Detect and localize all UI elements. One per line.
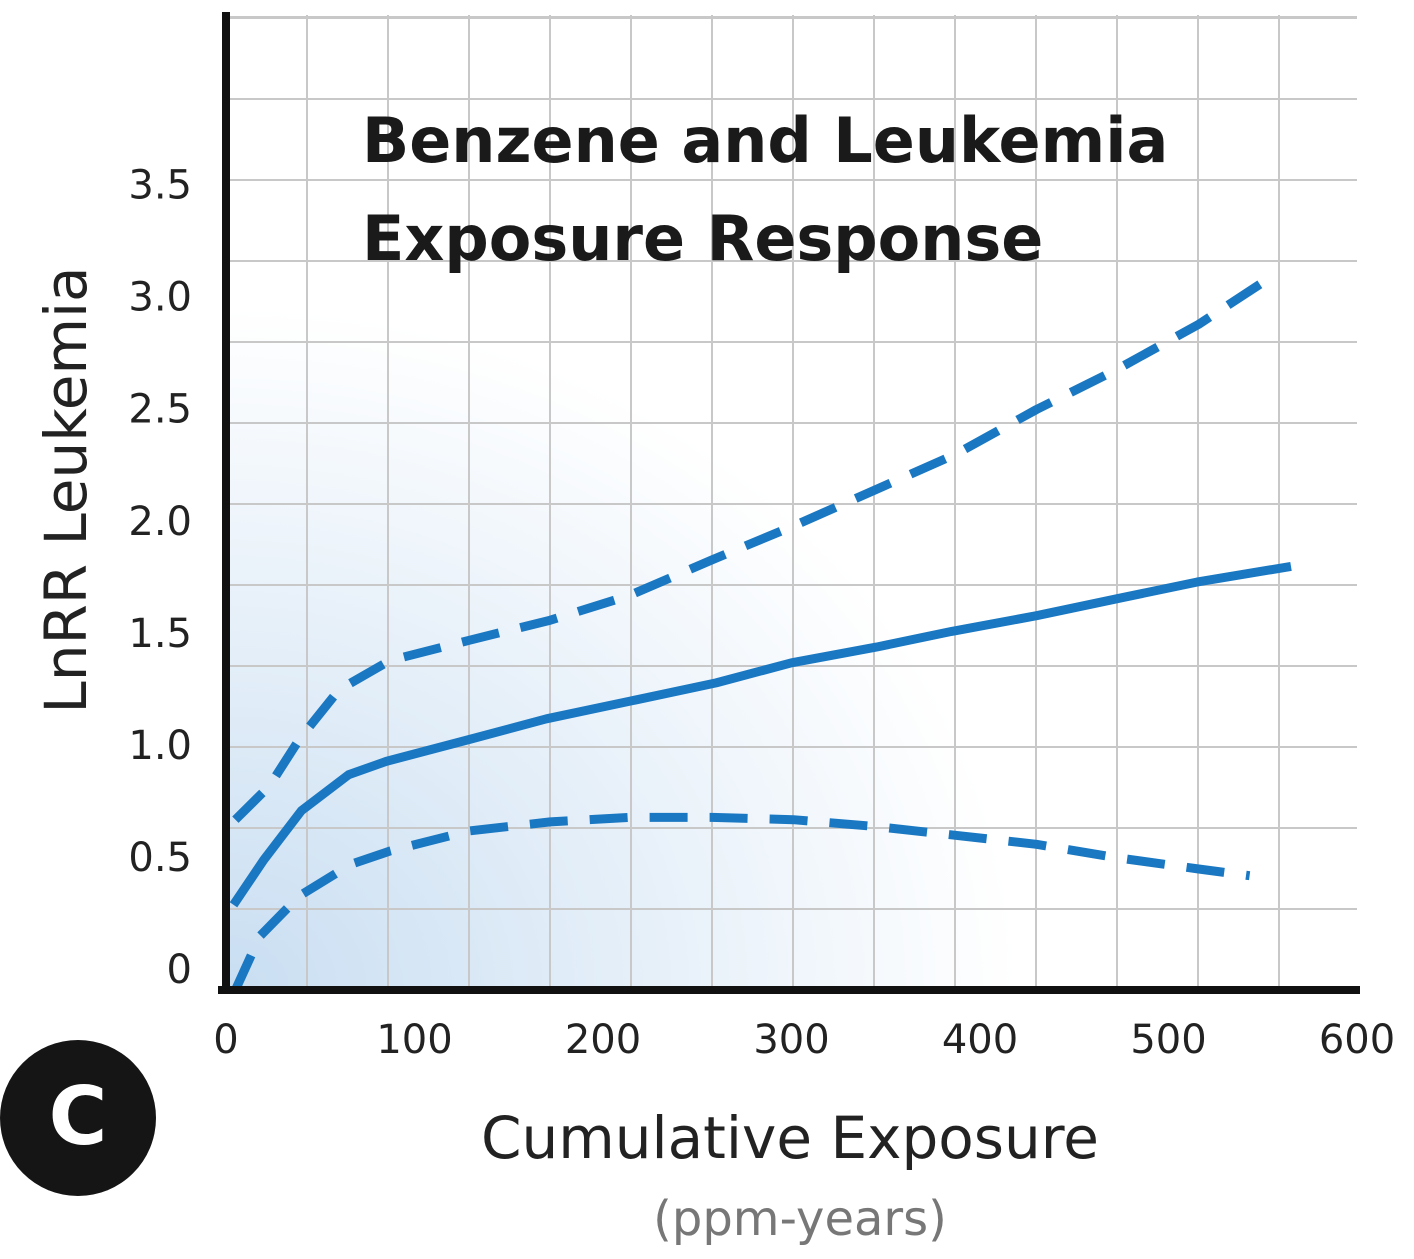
y-tick-label: 0 xyxy=(167,947,192,993)
x-tick-label: 500 xyxy=(1130,1017,1206,1063)
y-axis-label: LnRR Leukemia xyxy=(32,266,100,713)
confidence-line xyxy=(232,271,1277,823)
confidence-line xyxy=(231,812,1251,992)
background-grid xyxy=(226,15,1357,990)
chart-title: Benzene and Leukemia Exposure Response xyxy=(362,104,1169,275)
x-tick-label: 0 xyxy=(213,1017,238,1063)
y-tick-label: 2.0 xyxy=(128,499,192,545)
x-tick-label: 600 xyxy=(1319,1017,1395,1063)
x-axis-label: Cumulative Exposure xyxy=(481,1104,1099,1172)
y-tick-label: 1.5 xyxy=(128,611,192,657)
y-tick-label: 2.5 xyxy=(128,387,192,433)
y-tick-label: 3.5 xyxy=(128,163,192,209)
y-tick-label: 1.0 xyxy=(128,723,192,769)
y-tick-label: 0.5 xyxy=(128,835,192,881)
panel-badge xyxy=(0,1040,156,1196)
panel-label: C xyxy=(49,1070,108,1163)
y-tick-label: 3.0 xyxy=(128,275,192,321)
x-tick-label: 400 xyxy=(942,1017,1018,1063)
estimate-line xyxy=(229,561,1292,908)
x-tick-label: 200 xyxy=(565,1017,641,1063)
x-tick-label: 100 xyxy=(376,1017,452,1063)
x-tick-label: 300 xyxy=(753,1017,829,1063)
x-axis-unit: (ppm-years) xyxy=(653,1191,947,1247)
